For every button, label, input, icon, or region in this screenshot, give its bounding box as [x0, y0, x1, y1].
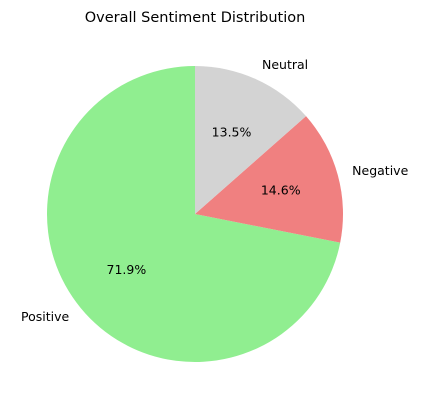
pie-slice-positive [47, 66, 341, 362]
pie-category-label-neutral: Neutral [262, 57, 308, 72]
pie-category-label-positive: Positive [21, 309, 69, 324]
pie-slice-negative [195, 116, 343, 243]
pie-category-label-negative: Negative [352, 163, 408, 178]
pie-pct-label-positive: 71.9% [107, 262, 147, 277]
pie-slices [47, 66, 343, 362]
pie-slice-neutral [195, 66, 307, 214]
pie-pct-label-negative: 14.6% [261, 182, 301, 197]
pie-pct-label-neutral: 13.5% [212, 125, 252, 140]
pie-labels: 71.9% Positive 14.6% Negative 13.5% Neutral [21, 57, 409, 324]
chart-title: Overall Sentiment Distribution [85, 10, 306, 26]
